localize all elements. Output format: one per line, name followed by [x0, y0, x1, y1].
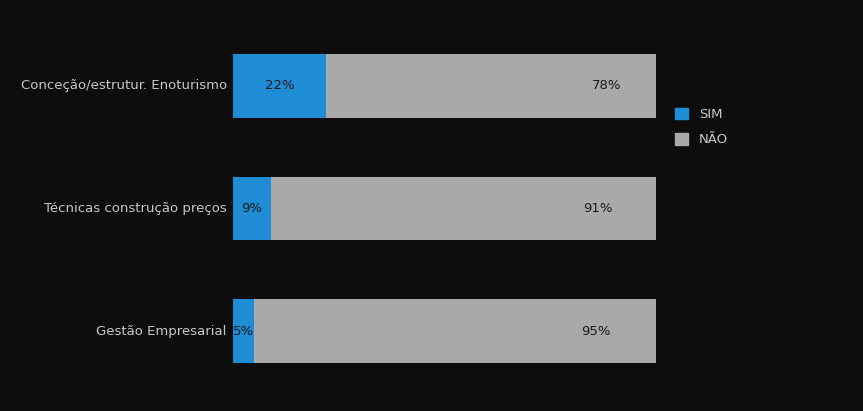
Bar [255, 299, 656, 363]
Text: Conceção/estrutur. Enoturismo: Conceção/estrutur. Enoturismo [21, 79, 227, 92]
Text: 5%: 5% [233, 325, 254, 338]
Text: 95%: 95% [581, 325, 610, 338]
Bar [233, 177, 271, 240]
Text: 22%: 22% [265, 79, 294, 92]
Text: Gestão Empresarial: Gestão Empresarial [97, 325, 227, 338]
Text: 78%: 78% [592, 79, 621, 92]
Text: Técnicas construção preços: Técnicas construção preços [44, 202, 227, 215]
Legend: SIM, NÃO: SIM, NÃO [671, 104, 732, 150]
Bar [233, 54, 326, 118]
Bar [326, 54, 656, 118]
Bar [271, 177, 656, 240]
Text: 9%: 9% [242, 202, 262, 215]
Bar [233, 299, 255, 363]
Text: 91%: 91% [583, 202, 613, 215]
